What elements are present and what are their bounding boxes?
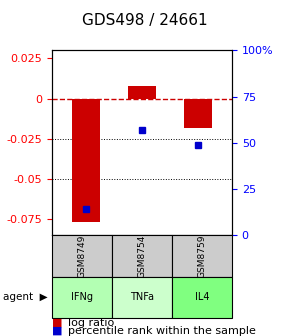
Text: IFNg: IFNg xyxy=(71,292,93,302)
FancyBboxPatch shape xyxy=(112,277,172,318)
Text: IL4: IL4 xyxy=(195,292,209,302)
FancyBboxPatch shape xyxy=(112,235,172,277)
Text: GSM8749: GSM8749 xyxy=(78,235,87,278)
FancyBboxPatch shape xyxy=(52,277,112,318)
Text: ■: ■ xyxy=(52,326,63,336)
FancyBboxPatch shape xyxy=(52,235,112,277)
Text: percentile rank within the sample: percentile rank within the sample xyxy=(68,326,256,336)
Text: GSM8754: GSM8754 xyxy=(137,235,147,278)
Text: GDS498 / 24661: GDS498 / 24661 xyxy=(82,13,208,29)
Bar xyxy=(128,86,156,98)
Text: TNFa: TNFa xyxy=(130,292,154,302)
Text: ■: ■ xyxy=(52,318,63,328)
Bar xyxy=(72,98,100,222)
Text: log ratio: log ratio xyxy=(68,318,114,328)
Bar xyxy=(184,98,212,128)
FancyBboxPatch shape xyxy=(172,235,232,277)
Text: agent  ▶: agent ▶ xyxy=(3,292,48,302)
Text: GSM8759: GSM8759 xyxy=(197,235,206,278)
FancyBboxPatch shape xyxy=(172,277,232,318)
